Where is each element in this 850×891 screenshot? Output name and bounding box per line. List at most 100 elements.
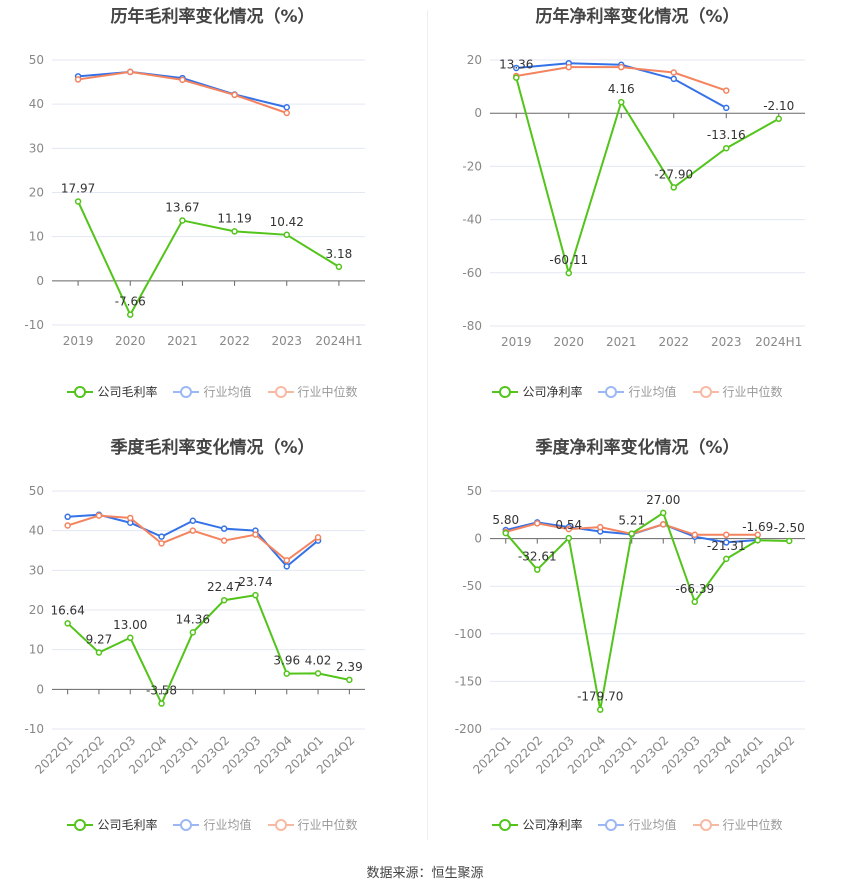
data-point-company <box>95 649 103 656</box>
data-label: 27.00 <box>646 493 680 507</box>
legend-marker-icon <box>692 385 719 398</box>
data-point-company <box>723 555 730 563</box>
data-point-company <box>513 74 520 81</box>
data-point-median <box>618 63 625 71</box>
y-tick-label: -150 <box>455 674 482 688</box>
legend-marker-icon <box>173 818 200 831</box>
data-label: -13.16 <box>707 128 746 142</box>
data-point-median <box>252 531 259 538</box>
legend-label: 行业中位数 <box>297 385 358 399</box>
data-point-company <box>220 596 228 604</box>
legend-item-median[interactable]: 行业中位数 <box>692 816 783 833</box>
data-point-company <box>723 144 730 152</box>
series-line-company <box>77 201 340 317</box>
y-tick-label: -10 <box>24 318 44 332</box>
data-point-company <box>502 529 509 537</box>
legend-label: 行业中位数 <box>297 818 358 832</box>
y-tick-label: 20 <box>29 603 44 617</box>
y-tick-label: -50 <box>462 579 482 593</box>
data-point-avg <box>670 75 677 83</box>
y-tick-label: 50 <box>29 484 44 498</box>
data-point-company <box>179 217 186 224</box>
x-tick-label: 2024H1 <box>315 334 362 348</box>
data-point-company <box>64 620 71 627</box>
data-label: 23.74 <box>238 575 272 589</box>
legend-marker-icon <box>692 818 719 831</box>
data-point-company <box>786 537 793 545</box>
data-point-avg <box>283 104 290 111</box>
data-label: -179.70 <box>577 690 623 704</box>
data-point-median <box>220 537 228 544</box>
chart-legend: 公司毛利率 行业均值 行业中位数 <box>0 383 425 400</box>
data-label: 13.67 <box>165 200 199 214</box>
y-tick-label: 50 <box>467 484 482 498</box>
data-point-median <box>565 525 572 533</box>
data-point-company <box>158 700 165 707</box>
chart-title: 历年净利率变化情况（%） <box>535 7 740 27</box>
chart-title: 历年毛利率变化情况（%） <box>110 7 315 27</box>
legend-item-company[interactable]: 公司净利率 <box>492 383 582 400</box>
data-point-median <box>158 540 165 547</box>
data-label: 0.54 <box>555 518 582 532</box>
y-tick-label: 30 <box>29 141 44 155</box>
legend-item-avg[interactable]: 行业均值 <box>173 816 252 833</box>
y-tick-label: 0 <box>474 532 482 546</box>
data-point-median <box>64 522 71 529</box>
data-point-median <box>179 76 186 84</box>
legend-item-avg[interactable]: 行业均值 <box>598 816 677 833</box>
data-point-median <box>127 68 134 76</box>
data-source: 数据来源：恒生聚源 <box>366 866 484 881</box>
data-point-avg <box>158 533 165 540</box>
y-tick-label: 0 <box>36 682 44 696</box>
legend-label: 公司净利率 <box>522 385 583 399</box>
y-tick-label: 20 <box>29 186 44 200</box>
data-point-company <box>534 566 541 573</box>
legend-item-company[interactable]: 公司净利率 <box>492 816 582 833</box>
data-label: 2.39 <box>336 660 363 674</box>
legend-item-company[interactable]: 公司毛利率 <box>67 383 157 400</box>
legend-item-median[interactable]: 行业中位数 <box>267 816 358 833</box>
data-point-company <box>346 676 353 684</box>
data-label: -1.69 <box>742 520 773 534</box>
legend-item-avg[interactable]: 行业均值 <box>598 383 677 400</box>
legend-item-median[interactable]: 行业中位数 <box>692 383 783 400</box>
data-label: 14.36 <box>176 612 210 626</box>
data-label: -66.39 <box>675 582 714 596</box>
data-point-company <box>252 591 259 599</box>
data-label: -21.31 <box>707 539 746 553</box>
data-point-median <box>670 69 677 76</box>
data-point-company <box>283 670 290 677</box>
data-point-median <box>660 521 667 528</box>
legend-item-avg[interactable]: 行业均值 <box>173 383 252 400</box>
legend-marker-icon <box>492 385 519 398</box>
series-line-company <box>504 511 790 710</box>
data-point-company <box>597 706 604 713</box>
legend-item-median[interactable]: 行业中位数 <box>267 383 358 400</box>
legend-item-company[interactable]: 公司毛利率 <box>67 816 157 833</box>
x-tick-label: 2022 <box>219 334 250 348</box>
y-tick-label: 0 <box>474 106 482 120</box>
series-line-company <box>515 77 780 277</box>
data-point-median <box>314 534 322 541</box>
data-point-company <box>775 115 782 123</box>
data-label: 3.96 <box>273 654 300 668</box>
y-tick-label: 10 <box>29 230 44 244</box>
data-label: -3.58 <box>146 684 177 698</box>
chart-legend: 公司净利率 行业均值 行业中位数 <box>425 383 850 400</box>
data-label: 4.16 <box>608 82 635 96</box>
legend-label: 行业中位数 <box>722 385 783 399</box>
x-tick-label: 2021 <box>606 335 637 349</box>
legend-marker-icon <box>598 818 625 831</box>
annual-gross-margin-chart: 历年毛利率变化情况（%） 50 40 30 20 10 0 -10 2019 2020 2021 2… <box>0 0 425 430</box>
data-point-company <box>189 629 197 636</box>
legend-label: 行业均值 <box>203 818 252 832</box>
legend-marker-icon <box>598 385 625 398</box>
legend-marker-icon <box>492 818 519 831</box>
legend-marker-icon <box>67 385 94 398</box>
data-point-company <box>335 263 343 271</box>
data-point-median <box>534 520 541 527</box>
legend-label: 行业均值 <box>628 385 677 399</box>
y-tick-label: 10 <box>29 643 44 657</box>
data-label: 11.19 <box>217 211 251 225</box>
x-tick-label: 2023 <box>271 334 302 348</box>
